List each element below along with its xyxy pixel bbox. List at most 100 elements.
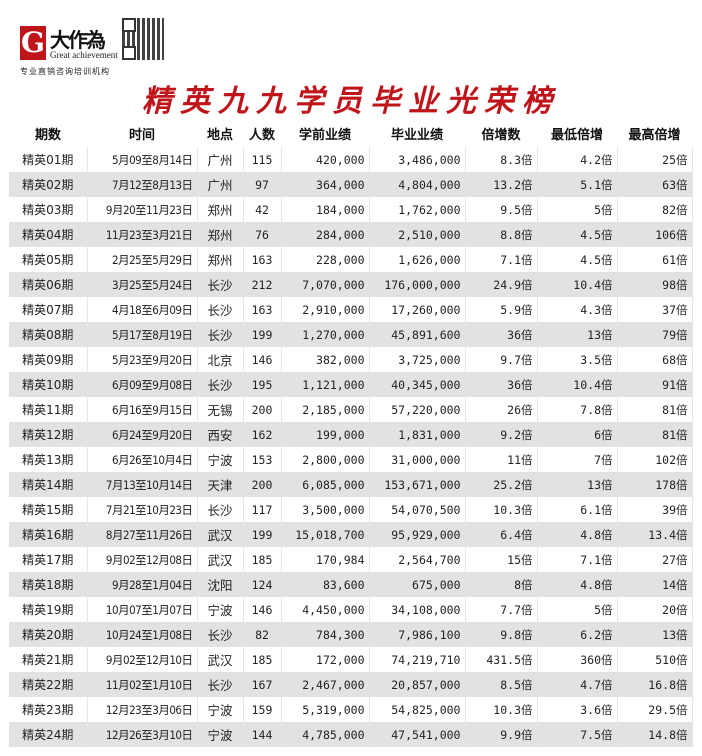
cell-pre-performance: 4,450,000 (281, 597, 370, 622)
page-title: 精英九九学员毕业光荣榜 (142, 84, 560, 119)
cell-location: 武汉 (197, 547, 244, 572)
column-header-min-multiplier: 最低倍增 (550, 128, 603, 143)
cell-max-multiplier: 91倍 (617, 372, 693, 397)
cell-date-range: 9月28至1月04日 (87, 572, 198, 597)
cell-max-multiplier: 106倍 (617, 222, 693, 247)
cell-max-multiplier: 81倍 (617, 422, 693, 447)
cell-multiplier: 26倍 (465, 397, 538, 422)
cell-grad-performance: 3,486,000 (369, 147, 466, 172)
cell-min-multiplier: 5倍 (537, 197, 618, 222)
column-header-date-range: 时间 (128, 128, 155, 143)
cell-period: 精英03期 (9, 197, 88, 222)
cell-location: 北京 (197, 347, 244, 372)
cell-location: 长沙 (197, 372, 244, 397)
cell-multiplier: 9.8倍 (465, 622, 538, 647)
brand-name: 大作為 (50, 28, 106, 52)
cell-date-range: 5月17至8月19日 (87, 322, 198, 347)
table-row: 精英17期 9月02至12月08日 武汉 185 170,984 2,564,700 15倍… (9, 547, 693, 572)
cell-max-multiplier: 98倍 (617, 272, 693, 297)
cell-period: 精英01期 (9, 147, 88, 172)
cell-date-range: 6月26至10月4日 (87, 447, 198, 472)
cell-grad-performance: 176,000,000 (369, 272, 466, 297)
cell-date-range: 10月24至1月08日 (87, 622, 198, 647)
cell-pre-performance: 364,000 (281, 172, 370, 197)
cell-multiplier: 7.7倍 (465, 597, 538, 622)
table-row: 精英21期 9月02至12月10日 武汉 185 172,000 74,219,710 43… (9, 647, 693, 672)
cell-pre-performance: 1,121,000 (281, 372, 370, 397)
cell-period: 精英13期 (9, 447, 88, 472)
cell-location: 宁波 (197, 722, 244, 747)
cell-grad-performance: 74,219,710 (369, 647, 466, 672)
cell-period: 精英15期 (9, 497, 88, 522)
cell-location: 宁波 (197, 597, 244, 622)
cell-headcount: 162 (243, 422, 282, 447)
cell-max-multiplier: 13.4倍 (617, 522, 693, 547)
cell-headcount: 144 (243, 722, 282, 747)
cell-date-range: 12月26至3月10日 (87, 722, 198, 747)
cell-min-multiplier: 5.1倍 (537, 172, 618, 197)
cell-min-multiplier: 7.8倍 (537, 397, 618, 422)
cell-pre-performance: 1,270,000 (281, 322, 370, 347)
cell-period: 精英07期 (9, 297, 88, 322)
cell-multiplier: 6.4倍 (465, 522, 538, 547)
cell-location: 广州 (197, 147, 244, 172)
cell-headcount: 76 (243, 222, 282, 247)
table-header: 期数 时间 地点 人数 学前业绩 毕业业绩 倍增数 最低倍增 最高倍增 (9, 120, 692, 147)
graduates-table: 期数 时间 地点 人数 学前业绩 毕业业绩 倍增数 最低倍增 最高倍增 精英01期 5月09至8月… (9, 120, 693, 747)
cell-grad-performance: 17,260,000 (369, 297, 466, 322)
cell-min-multiplier: 7.1倍 (537, 547, 618, 572)
cell-min-multiplier: 10.4倍 (537, 372, 618, 397)
table-row: 精英05期 2月25至5月29日 郑州 163 228,000 1,626,000 7.1倍… (9, 247, 693, 272)
cell-period: 精英12期 (9, 422, 88, 447)
table-row: 精英04期 11月23至3月21日 郑州 76 284,000 2,510,000 8.8倍… (9, 222, 693, 247)
cell-period: 精英04期 (9, 222, 88, 247)
cell-multiplier: 13.2倍 (465, 172, 538, 197)
cell-min-multiplier: 360倍 (537, 647, 618, 672)
cell-multiplier: 11倍 (465, 447, 538, 472)
cell-min-multiplier: 7.5倍 (537, 722, 618, 747)
cell-period: 精英05期 (9, 247, 88, 272)
table-row: 精英07期 4月18至6月09日 长沙 163 2,910,000 17,260,000 5… (9, 297, 693, 322)
table-row: 精英19期 10月07至1月07日 宁波 146 4,450,000 34,108,000… (9, 597, 693, 622)
cell-max-multiplier: 16.8倍 (617, 672, 693, 697)
cell-pre-performance: 6,085,000 (281, 472, 370, 497)
cell-location: 西安 (197, 422, 244, 447)
cell-multiplier: 431.5倍 (465, 647, 538, 672)
cell-multiplier: 9.5倍 (465, 197, 538, 222)
cell-grad-performance: 54,070,500 (369, 497, 466, 522)
table-row: 精英14期 7月13至10月14日 天津 200 6,085,000 153,671,00… (9, 472, 693, 497)
cell-headcount: 153 (243, 447, 282, 472)
cell-max-multiplier: 20倍 (617, 597, 693, 622)
cell-location: 长沙 (197, 272, 244, 297)
cell-multiplier: 15倍 (465, 547, 538, 572)
cell-period: 精英18期 (9, 572, 88, 597)
table-row: 精英20期 10月24至1月08日 长沙 82 784,300 7,986,100 9.8倍… (9, 622, 693, 647)
cell-multiplier: 9.9倍 (465, 722, 538, 747)
brand-english: Great achievement (50, 50, 118, 60)
cell-grad-performance: 1,831,000 (369, 422, 466, 447)
cell-location: 宁波 (197, 697, 244, 722)
cell-min-multiplier: 7倍 (537, 447, 618, 472)
cell-headcount: 146 (243, 347, 282, 372)
cell-min-multiplier: 13倍 (537, 322, 618, 347)
cell-period: 精英10期 (9, 372, 88, 397)
cell-date-range: 7月21至10月23日 (87, 497, 198, 522)
cell-headcount: 199 (243, 322, 282, 347)
column-header-grad-performance: 毕业业绩 (390, 128, 443, 143)
table-row: 精英18期 9月28至1月04日 沈阳 124 83,600 675,000 8倍 4.8倍 1… (9, 572, 693, 597)
cell-grad-performance: 1,762,000 (369, 197, 466, 222)
cell-grad-performance: 7,986,100 (369, 622, 466, 647)
cell-period: 精英23期 (9, 697, 88, 722)
cell-grad-performance: 31,000,000 (369, 447, 466, 472)
cell-date-range: 10月07至1月07日 (87, 597, 198, 622)
cell-headcount: 146 (243, 597, 282, 622)
cell-location: 郑州 (197, 247, 244, 272)
cell-grad-performance: 40,345,000 (369, 372, 466, 397)
cell-multiplier: 25.2倍 (465, 472, 538, 497)
cell-headcount: 185 (243, 647, 282, 672)
table-row: 精英23期 12月23至3月06日 宁波 159 5,319,000 54,825,000… (9, 697, 693, 722)
cell-headcount: 195 (243, 372, 282, 397)
table-row: 精英16期 8月27至11月26日 武汉 199 15,018,700 95,929,00… (9, 522, 693, 547)
cell-headcount: 115 (243, 147, 282, 172)
cell-pre-performance: 5,319,000 (281, 697, 370, 722)
